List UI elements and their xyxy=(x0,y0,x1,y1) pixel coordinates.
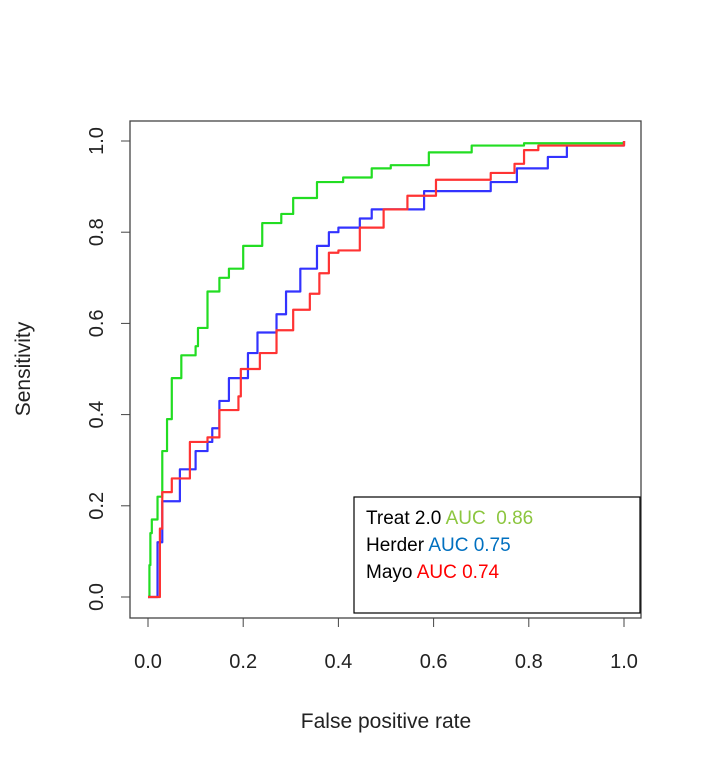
legend-auc: AUC 0.86 xyxy=(446,508,534,529)
y-tick-label: 0.8 xyxy=(86,218,108,246)
y-tick-label: 0.4 xyxy=(86,401,108,429)
y-tick-label: 0.0 xyxy=(86,583,108,611)
legend-label: Mayo xyxy=(366,562,412,583)
legend-box xyxy=(353,496,641,614)
x-tick-label: 1.0 xyxy=(610,651,638,673)
y-axis-label: Sensitivity xyxy=(12,321,35,416)
x-tick-label: 0.4 xyxy=(324,651,352,673)
x-tick-label: 0.0 xyxy=(134,651,162,673)
y-tick-label: 0.6 xyxy=(86,309,108,337)
legend-entry-treat: Treat 2.0 AUC 0.86 xyxy=(366,508,533,529)
x-tick-label: 0.2 xyxy=(229,651,257,673)
legend-label: Treat 2.0 xyxy=(366,508,441,529)
legend-auc: AUC 0.75 xyxy=(428,535,510,556)
y-tick-label: 1.0 xyxy=(86,127,108,155)
y-axis: 0.0 0.2 0.4 0.6 0.8 1.0 xyxy=(86,127,131,611)
x-axis-label: False positive rate xyxy=(301,710,471,733)
legend: Treat 2.0 AUC 0.86 Herder AUC 0.75 Mayo … xyxy=(353,496,641,614)
legend-entry-herder: Herder AUC 0.75 xyxy=(366,535,511,556)
roc-curve-mayo xyxy=(148,141,626,599)
y-tick-label: 0.2 xyxy=(86,492,108,520)
roc-curve-herder xyxy=(148,141,626,599)
roc-curve-treat-2-0 xyxy=(148,141,626,599)
legend-label: Herder xyxy=(366,535,425,556)
roc-curves xyxy=(148,141,626,599)
x-tick-label: 0.8 xyxy=(515,651,543,673)
legend-auc: AUC 0.74 xyxy=(417,562,500,583)
x-tick-label: 0.6 xyxy=(420,651,448,673)
x-axis: 0.0 0.2 0.4 0.6 0.8 1.0 xyxy=(134,617,638,673)
legend-entry-mayo: Mayo AUC 0.74 xyxy=(366,562,500,583)
